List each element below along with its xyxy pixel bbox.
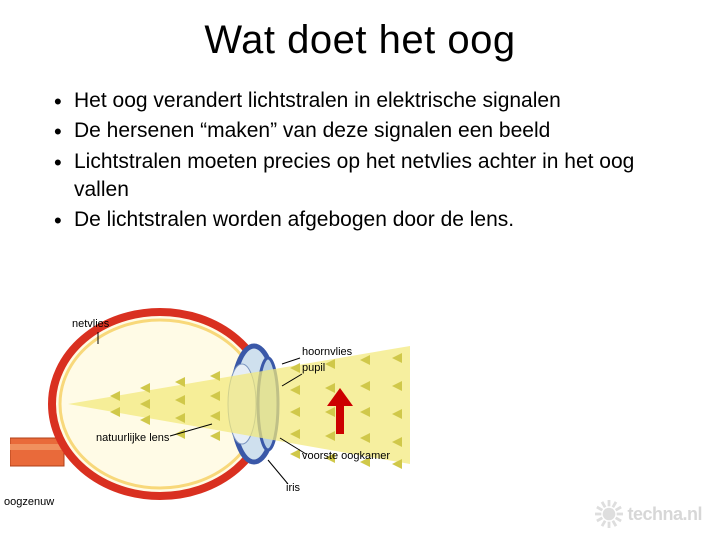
bullet-item: Lichtstralen moeten precies op het netvl… (50, 148, 680, 205)
bullet-item: De hersenen “maken” van deze signalen ee… (50, 117, 680, 145)
slide: Wat doet het oog Het oog verandert licht… (0, 0, 720, 540)
logo: techna.nl (595, 500, 702, 528)
slide-title: Wat doet het oog (40, 18, 680, 63)
label-oogzenuw: oogzenuw (4, 496, 54, 508)
gear-icon (595, 500, 623, 528)
bullet-list: Het oog verandert lichtstralen in elektr… (40, 87, 680, 235)
label-voorste-oogkamer: voorste oogkamer (302, 450, 390, 462)
label-natuurlijke-lens: natuurlijke lens (96, 432, 169, 444)
label-netvlies: netvlies (72, 318, 109, 330)
label-iris: iris (286, 482, 300, 494)
bullet-item: De lichtstralen worden afgebogen door de… (50, 206, 680, 234)
eye-diagram: netvlies natuurlijke lens oogzenuw hoorn… (10, 296, 430, 516)
optic-nerve (10, 438, 64, 466)
label-hoornvlies: hoornvlies (302, 346, 352, 358)
logo-text: techna.nl (627, 504, 702, 525)
bullet-item: Het oog verandert lichtstralen in elektr… (50, 87, 680, 115)
label-pupil: pupil (302, 362, 325, 374)
